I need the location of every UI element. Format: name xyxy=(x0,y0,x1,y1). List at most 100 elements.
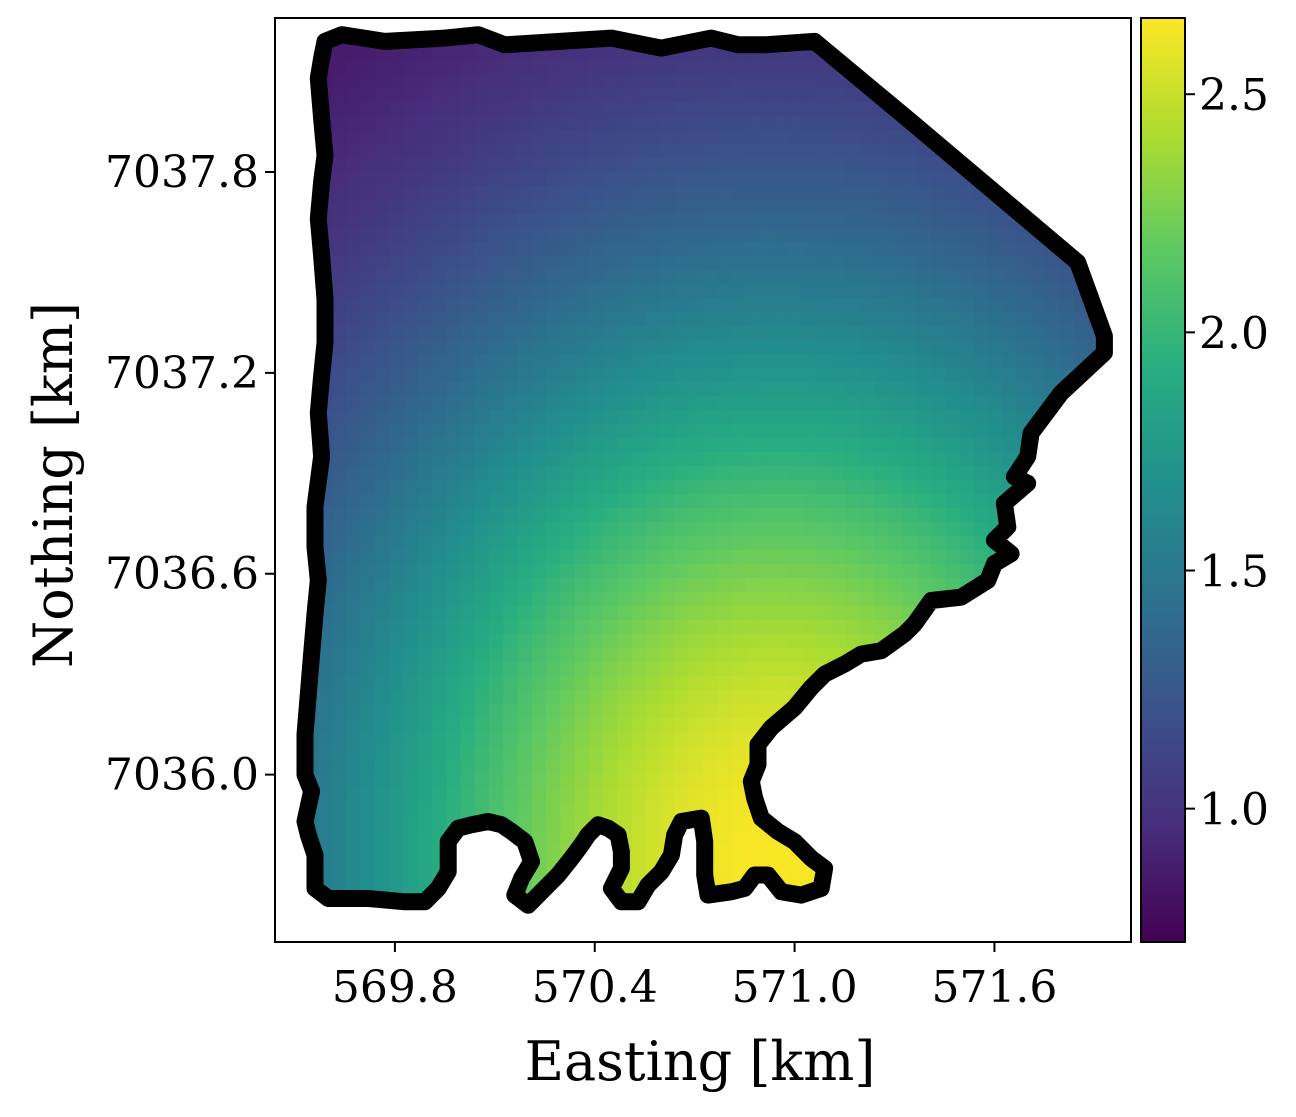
heatmap-cell xyxy=(474,760,490,775)
heatmap-cell xyxy=(446,536,462,551)
heatmap-cell xyxy=(431,326,447,341)
heatmap-cell xyxy=(588,480,604,495)
heatmap-cell xyxy=(417,354,433,369)
heatmap-cell xyxy=(617,354,633,369)
heatmap-cell xyxy=(603,760,618,775)
heatmap-cell xyxy=(645,256,661,271)
heatmap-cell xyxy=(917,158,932,173)
heatmap-cell xyxy=(360,564,376,579)
heatmap-cell xyxy=(346,872,362,887)
heatmap-cell xyxy=(660,536,676,551)
heatmap-cell xyxy=(888,144,904,159)
heatmap-cell xyxy=(346,648,362,663)
heatmap-cell xyxy=(332,102,347,117)
heatmap-cell xyxy=(346,340,362,355)
heatmap-cell xyxy=(745,102,761,117)
heatmap-cell xyxy=(831,368,847,383)
heatmap-cell xyxy=(503,410,519,425)
heatmap-cell xyxy=(1016,228,1032,243)
heatmap-cell xyxy=(1031,298,1046,313)
heatmap-cell xyxy=(346,368,362,383)
heatmap-cell xyxy=(703,564,718,579)
heatmap-cell xyxy=(560,256,576,271)
heatmap-cell xyxy=(703,760,718,775)
heatmap-cell xyxy=(845,550,861,565)
heatmap-cell xyxy=(446,116,462,131)
heatmap-cell xyxy=(588,60,604,75)
heatmap-cell xyxy=(802,620,818,635)
heatmap-cell xyxy=(1016,284,1032,299)
heatmap-cell xyxy=(546,438,561,453)
heatmap-cell xyxy=(389,676,404,691)
heatmap-cell xyxy=(703,88,718,103)
heatmap-cell xyxy=(674,172,690,187)
heatmap-cell xyxy=(760,200,775,215)
heatmap-cell xyxy=(688,424,704,439)
heatmap-cell xyxy=(417,690,433,705)
heatmap-cell xyxy=(374,732,390,747)
heatmap-cell xyxy=(888,228,904,243)
heatmap-cell xyxy=(374,858,390,873)
heatmap-cell xyxy=(745,270,761,285)
heatmap-cell xyxy=(660,368,676,383)
heatmap-cell xyxy=(731,774,747,789)
heatmap-cell xyxy=(631,172,647,187)
heatmap-cell xyxy=(731,760,747,775)
heatmap-cell xyxy=(717,830,733,845)
heatmap-cell xyxy=(346,354,362,369)
heatmap-cell xyxy=(888,606,904,621)
heatmap-cell xyxy=(474,270,490,285)
heatmap-cell xyxy=(332,830,347,845)
heatmap-cell xyxy=(489,298,504,313)
heatmap-cell xyxy=(688,550,704,565)
heatmap-cell xyxy=(332,648,347,663)
heatmap-cell xyxy=(546,606,561,621)
heatmap-cell xyxy=(417,774,433,789)
heatmap-cell xyxy=(717,802,733,817)
heatmap-cell xyxy=(403,452,419,467)
heatmap-cell xyxy=(888,438,904,453)
heatmap-cell xyxy=(446,494,462,509)
heatmap-cell xyxy=(959,564,975,579)
heatmap-cell xyxy=(489,662,504,677)
heatmap-cell xyxy=(931,312,947,327)
heatmap-cell xyxy=(859,480,875,495)
heatmap-cell xyxy=(503,130,519,145)
heatmap-cell xyxy=(417,480,433,495)
heatmap-cell xyxy=(560,718,576,733)
heatmap-cell xyxy=(888,270,904,285)
heatmap-cell xyxy=(674,704,690,719)
heatmap-cell xyxy=(374,102,390,117)
heatmap-cell xyxy=(688,396,704,411)
heatmap-cell xyxy=(817,298,832,313)
heatmap-cell xyxy=(374,410,390,425)
heatmap-cell xyxy=(831,228,847,243)
heatmap-cell xyxy=(503,256,519,271)
heatmap-cell xyxy=(745,284,761,299)
heatmap-cell xyxy=(489,438,504,453)
heatmap-cell xyxy=(1073,312,1089,327)
heatmap-cell xyxy=(417,172,433,187)
heatmap-cell xyxy=(431,116,447,131)
heatmap-cell xyxy=(446,354,462,369)
heatmap-cell xyxy=(874,214,890,229)
heatmap-cell xyxy=(346,718,362,733)
heatmap-cell xyxy=(446,578,462,593)
heatmap-cell xyxy=(389,88,404,103)
heatmap-cell xyxy=(346,228,362,243)
heatmap-cell xyxy=(931,186,947,201)
heatmap-cell xyxy=(931,228,947,243)
heatmap-cell xyxy=(731,648,747,663)
heatmap-cell xyxy=(831,382,847,397)
heatmap-cell xyxy=(645,340,661,355)
heatmap-cell xyxy=(517,438,533,453)
heatmap-cell xyxy=(403,242,419,257)
heatmap-cell xyxy=(745,830,761,845)
heatmap-cell xyxy=(831,214,847,229)
heatmap-cell xyxy=(489,354,504,369)
heatmap-cell xyxy=(332,690,347,705)
heatmap-cell xyxy=(503,354,519,369)
heatmap-cell xyxy=(988,312,1004,327)
heatmap-cell xyxy=(474,690,490,705)
heatmap-cell xyxy=(531,774,547,789)
